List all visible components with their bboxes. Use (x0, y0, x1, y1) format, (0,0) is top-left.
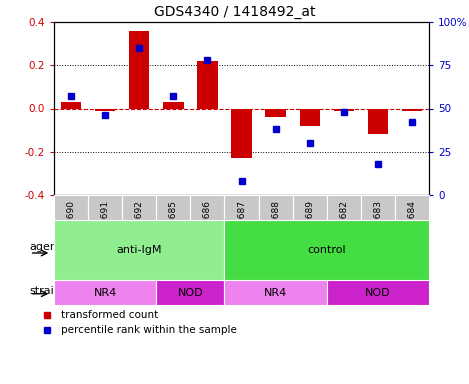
Bar (54, 195, 88, 255)
Text: GSM915683: GSM915683 (373, 200, 383, 255)
Bar (225, 195, 258, 255)
Bar (293, 195, 327, 255)
Text: anti-IgM: anti-IgM (116, 245, 162, 255)
Bar (395, 195, 429, 255)
Bar (258, 195, 293, 255)
Text: GSM915692: GSM915692 (135, 200, 144, 255)
Bar (327, 195, 361, 255)
Text: NR4: NR4 (264, 288, 287, 298)
Bar (54, 220, 225, 280)
Bar (190, 195, 225, 255)
Bar (95, 109, 115, 111)
Bar (361, 195, 395, 255)
Bar (129, 31, 150, 109)
Bar (54, 280, 156, 305)
Text: NOD: NOD (365, 288, 391, 298)
Bar (122, 195, 156, 255)
Bar (300, 109, 320, 126)
Text: GSM915691: GSM915691 (100, 200, 110, 255)
Bar (61, 102, 81, 109)
Text: GDS4340 / 1418492_at: GDS4340 / 1418492_at (154, 5, 315, 19)
Text: control: control (308, 245, 346, 255)
Text: GSM915689: GSM915689 (305, 200, 314, 255)
Bar (327, 280, 429, 305)
Bar (163, 102, 183, 109)
Bar (225, 220, 429, 280)
Bar (197, 61, 218, 109)
Text: transformed count: transformed count (61, 310, 158, 320)
Bar (368, 109, 388, 134)
Text: GSM915682: GSM915682 (340, 200, 348, 255)
Text: percentile rank within the sample: percentile rank within the sample (61, 325, 237, 335)
Text: strain: strain (30, 286, 61, 296)
Text: NOD: NOD (178, 288, 203, 298)
Bar (156, 195, 190, 255)
Text: NR4: NR4 (93, 288, 117, 298)
Bar (225, 280, 327, 305)
Bar (231, 109, 252, 158)
Text: agent: agent (30, 242, 62, 252)
Text: GSM915688: GSM915688 (271, 200, 280, 255)
Bar (402, 109, 422, 111)
Text: GSM915687: GSM915687 (237, 200, 246, 255)
Text: GSM915685: GSM915685 (169, 200, 178, 255)
Bar (265, 109, 286, 117)
Bar (156, 280, 225, 305)
Text: GSM915686: GSM915686 (203, 200, 212, 255)
Text: GSM915690: GSM915690 (67, 200, 76, 255)
Bar (333, 109, 354, 111)
Bar (88, 195, 122, 255)
Text: GSM915684: GSM915684 (408, 200, 416, 255)
